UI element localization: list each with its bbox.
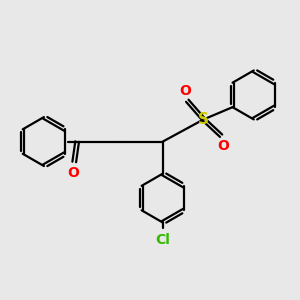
- Text: O: O: [67, 166, 79, 180]
- Text: O: O: [179, 84, 191, 98]
- Text: Cl: Cl: [155, 233, 170, 247]
- Text: S: S: [198, 112, 209, 127]
- Text: O: O: [218, 139, 230, 153]
